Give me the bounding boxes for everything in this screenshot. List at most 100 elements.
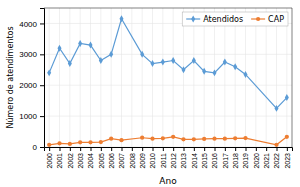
point	[192, 137, 196, 141]
tick-mark	[132, 147, 133, 151]
point	[88, 140, 92, 144]
tick: 4000	[19, 20, 44, 29]
grid-line	[111, 8, 112, 147]
point	[68, 142, 72, 146]
point	[109, 137, 113, 141]
tick: 2016	[211, 147, 218, 169]
tick-label: 2004	[87, 153, 94, 169]
point	[202, 137, 206, 141]
grid-line	[286, 8, 287, 147]
tick-mark	[142, 147, 143, 151]
tick-label: 2018	[232, 153, 239, 169]
tick-label: 0	[33, 143, 38, 152]
legend-box	[182, 12, 288, 26]
tick-mark	[49, 147, 50, 151]
point	[181, 66, 185, 73]
tick: 0	[33, 143, 44, 152]
grid-line	[183, 8, 184, 147]
tick: 2005	[98, 147, 105, 169]
point	[223, 137, 227, 141]
point	[68, 60, 72, 67]
tick: 2002	[67, 147, 74, 169]
grid-line	[69, 8, 70, 147]
tick-mark	[40, 116, 44, 117]
tick-label: 2015	[201, 153, 208, 169]
point	[78, 140, 82, 144]
grid-line	[235, 8, 236, 147]
tick: 1000	[19, 112, 44, 121]
tick: 2001	[56, 147, 63, 169]
tick-mark	[277, 147, 278, 151]
grid-line	[276, 8, 277, 147]
point	[140, 136, 144, 140]
tick-mark	[70, 147, 71, 151]
grid-line	[224, 8, 225, 147]
tick-mark	[40, 85, 44, 86]
tick-mark	[235, 147, 236, 151]
tick-label: 2017	[222, 153, 229, 169]
tick: 2017	[222, 147, 229, 169]
tick-mark	[266, 147, 267, 151]
grid-line	[80, 8, 81, 147]
tick: 2007	[118, 147, 125, 169]
tick-mark	[122, 147, 123, 151]
tick: 2009	[139, 147, 146, 169]
tick: 2020	[253, 147, 260, 169]
tick-mark	[111, 147, 112, 151]
point	[99, 57, 103, 64]
tick-mark	[91, 147, 92, 151]
plot: 2000200120022003200420052006200720082009…	[19, 8, 292, 169]
tick-label: 1000	[19, 112, 37, 121]
point	[119, 138, 123, 142]
point	[109, 51, 113, 58]
point	[233, 136, 237, 140]
tick-label: 2010	[149, 153, 156, 169]
tick: 2003	[77, 147, 84, 169]
legend-label: Atendidos	[203, 15, 243, 24]
tick-label: 2014	[191, 153, 198, 169]
tick-label: 2005	[98, 153, 105, 169]
point	[47, 143, 51, 147]
tick: 2021	[263, 147, 270, 169]
tick-mark	[60, 147, 61, 151]
axis-line	[40, 9, 45, 148]
frame	[44, 8, 292, 9]
legend-label: CAP	[268, 15, 284, 24]
frame	[292, 8, 293, 147]
point	[171, 135, 175, 139]
grid-line	[255, 8, 256, 147]
y-axis: 0 1000 2000 3000 4000	[19, 9, 44, 153]
tick: 2022	[273, 147, 280, 169]
legend-marker	[191, 16, 195, 23]
point	[150, 60, 154, 67]
tick-mark	[204, 147, 205, 151]
tick-mark	[173, 147, 174, 151]
tick-label: 3000	[19, 50, 37, 59]
point	[119, 15, 123, 22]
point	[233, 63, 237, 70]
tick: 2010	[149, 147, 156, 169]
point	[78, 40, 82, 47]
tick-mark	[40, 23, 44, 24]
point	[150, 137, 154, 141]
tick: 2000	[19, 81, 44, 90]
tick-label: 4000	[19, 20, 37, 29]
tick: 2012	[170, 147, 177, 169]
tick-label: 2021	[263, 153, 270, 169]
tick-mark	[163, 147, 164, 151]
chart: 2000200120022003200420052006200720082009…	[0, 0, 300, 187]
tick-label: 2007	[118, 153, 125, 169]
tick-label: 2023	[284, 153, 291, 169]
grid	[44, 8, 292, 147]
tick: 2011	[160, 147, 167, 168]
legend-item: CAP	[251, 15, 284, 24]
tick: 2019	[242, 147, 249, 169]
grid-line	[100, 8, 101, 147]
legend-item: Atendidos	[186, 15, 243, 24]
tick-label: 2016	[211, 153, 218, 169]
point	[161, 59, 165, 66]
tick: 2006	[108, 147, 115, 169]
grid-line	[204, 8, 205, 147]
grid-line	[44, 116, 292, 117]
tick-label: 2009	[139, 153, 146, 169]
